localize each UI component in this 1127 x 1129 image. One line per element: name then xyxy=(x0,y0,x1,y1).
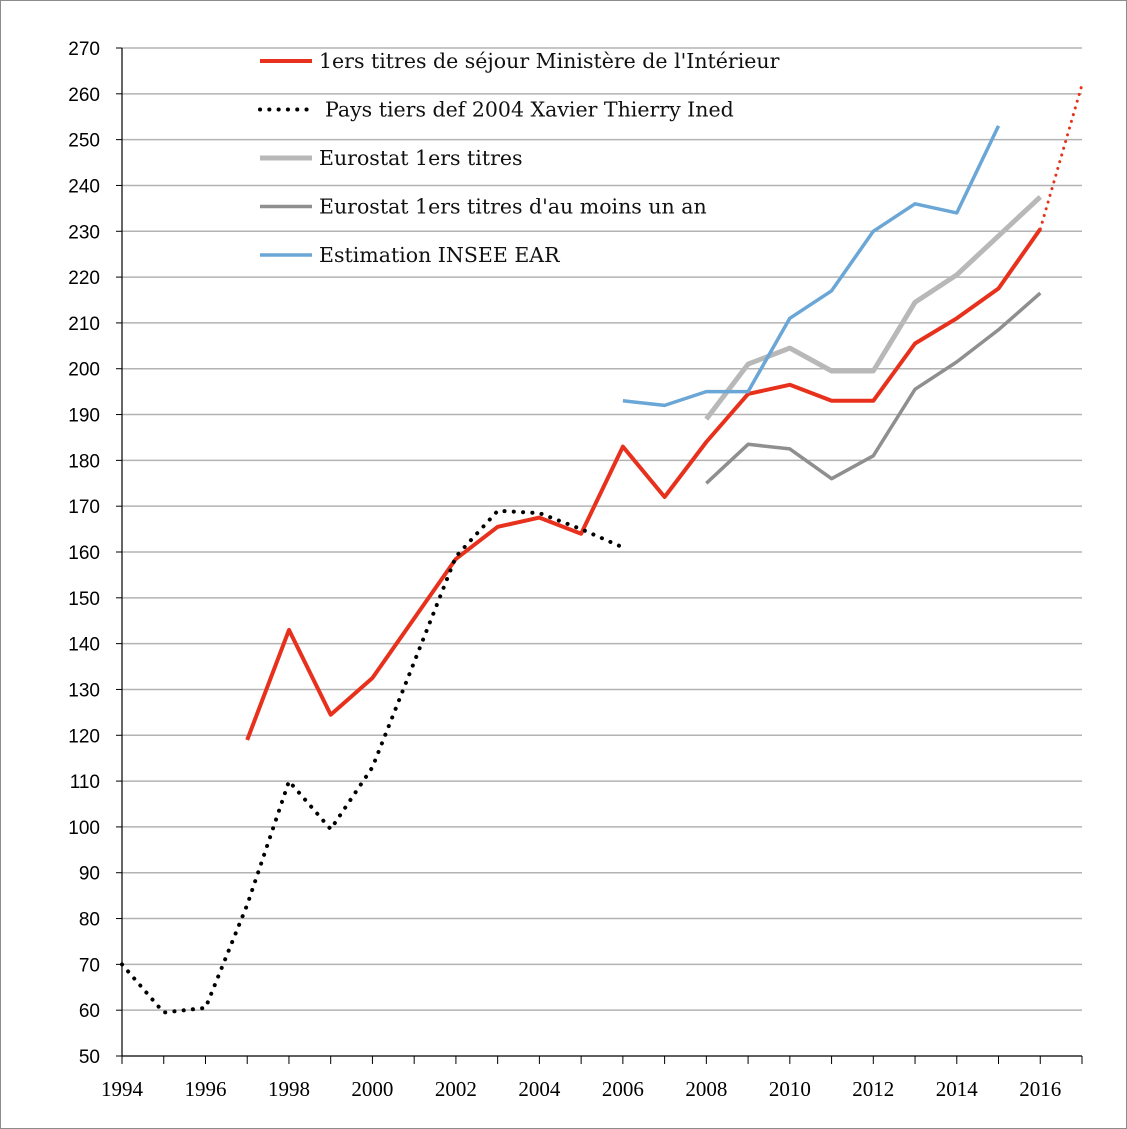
y-tick-label: 180 xyxy=(68,451,100,472)
x-tick-label: 2010 xyxy=(769,1077,811,1101)
legend-label: Eurostat 1ers titres xyxy=(319,146,523,170)
series-line-4 xyxy=(705,291,1042,485)
x-tick-label: 1996 xyxy=(184,1077,226,1101)
y-tick-label: 90 xyxy=(79,864,100,885)
series-line-2 xyxy=(120,508,625,1015)
y-tick-label: 150 xyxy=(68,589,100,610)
y-tick-label: 210 xyxy=(68,314,100,335)
series-line-1 xyxy=(1038,83,1084,231)
legend-label: 1ers titres de séjour Ministère de l'Int… xyxy=(319,49,780,73)
y-tick-label: 250 xyxy=(68,131,100,152)
x-tick-label: 2008 xyxy=(685,1077,727,1101)
y-tick-label: 200 xyxy=(68,360,100,381)
y-tick-label: 110 xyxy=(70,772,100,793)
series-line-5 xyxy=(622,125,1001,408)
y-tick-label: 230 xyxy=(68,222,100,243)
legend-label: Pays tiers def 2004 Xavier Thierry Ined xyxy=(325,98,734,122)
legend-label: Estimation INSEE EAR xyxy=(319,243,560,267)
y-tick-label: 260 xyxy=(68,85,100,106)
legend: 1ers titres de séjour Ministère de l'Int… xyxy=(258,49,780,267)
y-tick-label: 50 xyxy=(79,1047,100,1068)
x-tick-label: 2016 xyxy=(1019,1077,1061,1101)
y-tick-label: 100 xyxy=(68,818,100,839)
y-tick-label: 160 xyxy=(68,543,100,564)
legend-label: Eurostat 1ers titres d'au moins un an xyxy=(319,195,707,219)
x-tick-label: 2004 xyxy=(518,1077,561,1101)
y-tick-label: 120 xyxy=(68,726,100,747)
x-tick-label: 2000 xyxy=(351,1077,393,1101)
y-tick-label: 70 xyxy=(79,955,100,976)
x-axis-tick-labels: 1994 1996 1998 2000 2002 2004 2006 2008 2010 2012… xyxy=(101,1077,1061,1101)
x-tick-label: 1994 xyxy=(101,1077,144,1101)
axes xyxy=(116,47,1083,1064)
y-tick-label: 80 xyxy=(79,910,100,931)
y-tick-label: 190 xyxy=(68,406,100,427)
y-tick-label: 130 xyxy=(68,680,100,701)
y-tick-label: 140 xyxy=(68,635,100,656)
series-line-3 xyxy=(704,195,1043,421)
y-axis-tick-labels: 50 60 70 80 90 100 110 120 130 140 150 160 170 180 190… xyxy=(68,39,100,1068)
y-tick-label: 60 xyxy=(79,1001,100,1022)
x-tick-label: 2014 xyxy=(936,1077,979,1101)
x-tick-label: 2012 xyxy=(852,1077,894,1101)
x-tick-label: 1998 xyxy=(268,1077,310,1101)
series-line-0 xyxy=(245,227,1042,741)
gridlines xyxy=(122,47,1082,1011)
y-tick-label: 220 xyxy=(68,268,100,289)
series-lines xyxy=(120,83,1084,1015)
y-tick-label: 170 xyxy=(68,497,100,518)
x-tick-label: 2002 xyxy=(435,1077,477,1101)
y-tick-label: 270 xyxy=(68,39,100,60)
y-tick-label: 240 xyxy=(68,176,100,197)
x-tick-label: 2006 xyxy=(602,1077,644,1101)
